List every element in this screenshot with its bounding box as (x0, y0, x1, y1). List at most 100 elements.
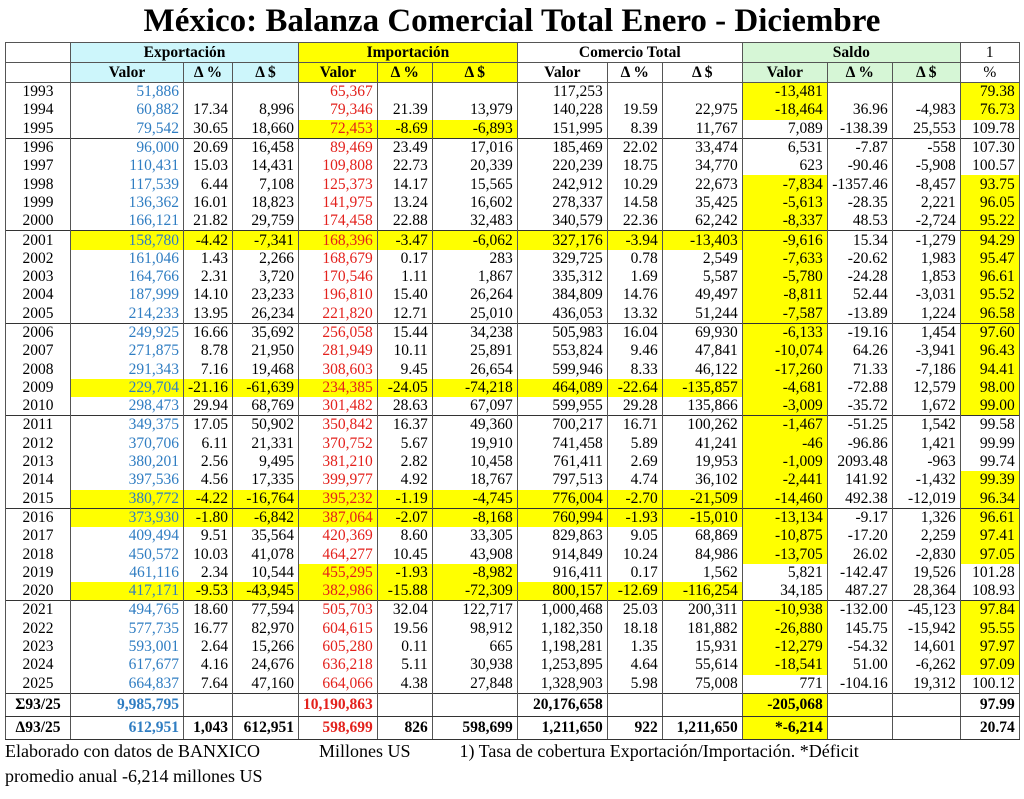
export-valor-cell: 117,539 (70, 175, 184, 194)
export-delta-pct-cell: 7.64 (182, 674, 234, 694)
table-row: 1995 79,542 30.65 18,660 72,453 -8.69 -6,893 15… (5, 119, 1020, 139)
export-valor-cell: 373,930 (70, 507, 184, 528)
saldo-delta-usd-cell: 1,224 (891, 304, 961, 324)
import-valor-cell: 505,703 (298, 600, 378, 620)
saldo-valor-cell: *-6,214 (741, 715, 828, 740)
total-delta-usd-cell: -15,010 (661, 507, 743, 528)
total-delta-usd-cell: 200,311 (661, 600, 743, 620)
export-delta-usd-cell: 50,902 (232, 415, 300, 435)
table-row: 2023 593,001 2.64 15,266 605,280 0.11 665 1,198… (5, 637, 1020, 657)
saldo-valor-cell: -18,541 (741, 656, 828, 675)
saldo-delta-pct-cell: 26.02 (826, 545, 893, 564)
year-cell: 2009 (5, 378, 71, 398)
year-cell: 2021 (5, 600, 71, 620)
saldo-valor-cell: -9,616 (741, 230, 828, 250)
saldo-delta-usd-cell: 14,601 (891, 637, 961, 657)
export-delta-usd-cell: -43,945 (232, 582, 300, 601)
saldo-valor-cell: -26,880 (741, 619, 828, 638)
total-delta-usd-cell: 41,241 (661, 434, 743, 453)
export-delta-pct-cell: 18.60 (182, 600, 234, 620)
saldo-valor-cell: -18,464 (741, 101, 828, 120)
total-delta-pct-cell: -3.94 (606, 230, 663, 250)
table-row: 2003 164,766 2.31 3,720 170,546 1.11 1,867 335,… (5, 267, 1020, 287)
import-delta-usd-cell: 67,097 (431, 397, 518, 416)
total-delta-usd-cell: 1,562 (661, 563, 743, 583)
total-delta-usd-cell (661, 82, 743, 102)
total-delta-usd-cell: 55,614 (661, 656, 743, 675)
page-title: México: Balanza Comercial Total Enero - … (143, 3, 881, 39)
saldo-delta-usd-cell: -1,432 (891, 471, 961, 490)
total-valor-cell: 916,411 (516, 563, 608, 583)
total-delta-pct-cell: 18.75 (606, 157, 663, 176)
total-delta-usd-cell: 135,866 (661, 397, 743, 416)
total-delta-usd-cell: 51,244 (661, 304, 743, 324)
table-row: 2005 214,233 13.95 26,234 221,820 12.71 25,010… (5, 304, 1020, 324)
summary-row: Σ93/25 9,985,795 10,190,863 20,176,658 -205,… (5, 692, 1020, 717)
cobertura-pct-cell: 97.09 (959, 656, 1020, 675)
export-valor-cell: 158,780 (70, 230, 184, 250)
saldo-valor-cell: -10,074 (741, 342, 828, 361)
import-delta-pct-cell: 5.11 (376, 656, 433, 675)
total-valor-cell: 117,253 (516, 82, 608, 102)
saldo-delta-pct-cell: -54.32 (826, 637, 893, 657)
total-delta-usd-cell: -135,857 (661, 378, 743, 398)
import-delta-pct-cell: 14.17 (376, 175, 433, 194)
export-delta-usd-cell: 18,660 (232, 119, 300, 139)
year-cell: 1998 (5, 175, 71, 194)
total-delta-pct-cell: 18.18 (606, 619, 663, 638)
total-delta-usd-cell: -116,254 (661, 582, 743, 601)
total-delta-pct-cell: 4.64 (606, 656, 663, 675)
total-delta-pct-cell: 1.69 (606, 267, 663, 287)
saldo-delta-pct-cell: -138.39 (826, 119, 893, 139)
subheader-delta-pct: Δ % (182, 62, 234, 83)
export-delta-pct-cell: 21.82 (182, 212, 234, 231)
saldo-delta-usd-cell: 1,421 (891, 434, 961, 453)
total-valor-cell: 776,004 (516, 489, 608, 509)
cobertura-pct-cell: 99.74 (959, 452, 1020, 472)
import-delta-pct-cell: -2.07 (376, 507, 433, 528)
saldo-valor-cell: 7,089 (741, 119, 828, 139)
table-row: 2012 370,706 6.11 21,331 370,752 5.67 19,910 74… (5, 434, 1020, 453)
import-delta-pct-cell: 5.67 (376, 434, 433, 453)
saldo-delta-pct-cell: -96.86 (826, 434, 893, 453)
year-cell: 2000 (5, 212, 71, 231)
export-delta-pct-cell: -1.80 (182, 507, 234, 528)
footer-source: Elaborado con datos de BANXICO (5, 741, 260, 761)
year-cell: 2016 (5, 507, 71, 528)
total-delta-usd-cell: 46,122 (661, 360, 743, 379)
import-delta-usd-cell: -74,218 (431, 378, 518, 398)
total-valor-cell: 242,912 (516, 175, 608, 194)
export-delta-usd-cell: 35,692 (232, 322, 300, 343)
saldo-delta-pct-cell (826, 692, 893, 717)
import-valor-cell: 221,820 (298, 304, 378, 324)
year-cell: 2020 (5, 582, 71, 601)
cobertura-pct-cell: 95.55 (959, 619, 1020, 638)
import-delta-usd-cell: 20,339 (431, 157, 518, 176)
summary-row: Δ93/25 612,951 1,043 612,951 598,699 826 598,6… (5, 715, 1020, 740)
cobertura-pct-cell: 97.99 (959, 692, 1020, 717)
saldo-delta-pct-cell: 15.34 (826, 230, 893, 250)
saldo-delta-usd-cell: 1,672 (891, 397, 961, 416)
export-delta-pct-cell: 17.05 (182, 415, 234, 435)
year-cell: 1999 (5, 193, 71, 213)
table-row: 2017 409,494 9.51 35,564 420,369 8.60 33,305 82… (5, 527, 1020, 546)
import-delta-pct-cell: -15.88 (376, 582, 433, 601)
year-cell: 2010 (5, 397, 71, 416)
total-valor-cell: 384,809 (516, 286, 608, 305)
cobertura-pct-cell: 96.58 (959, 304, 1020, 324)
saldo-delta-usd-cell (891, 715, 961, 740)
total-valor-cell: 599,955 (516, 397, 608, 416)
saldo-delta-usd-cell: 1,983 (891, 249, 961, 268)
saldo-delta-pct-cell (826, 715, 893, 740)
total-delta-pct-cell: 16.04 (606, 322, 663, 343)
export-valor-cell: 161,046 (70, 249, 184, 268)
year-cell: 1994 (5, 101, 71, 120)
cobertura-pct-cell: 108.93 (959, 582, 1020, 601)
export-valor-cell: 380,201 (70, 452, 184, 472)
import-delta-usd-cell: 1,867 (431, 267, 518, 287)
saldo-valor-cell: -5,613 (741, 193, 828, 213)
year-cell: 1996 (5, 137, 71, 158)
total-delta-usd-cell (661, 692, 743, 717)
import-delta-usd-cell: 30,938 (431, 656, 518, 675)
export-delta-pct-cell: 2.56 (182, 452, 234, 472)
